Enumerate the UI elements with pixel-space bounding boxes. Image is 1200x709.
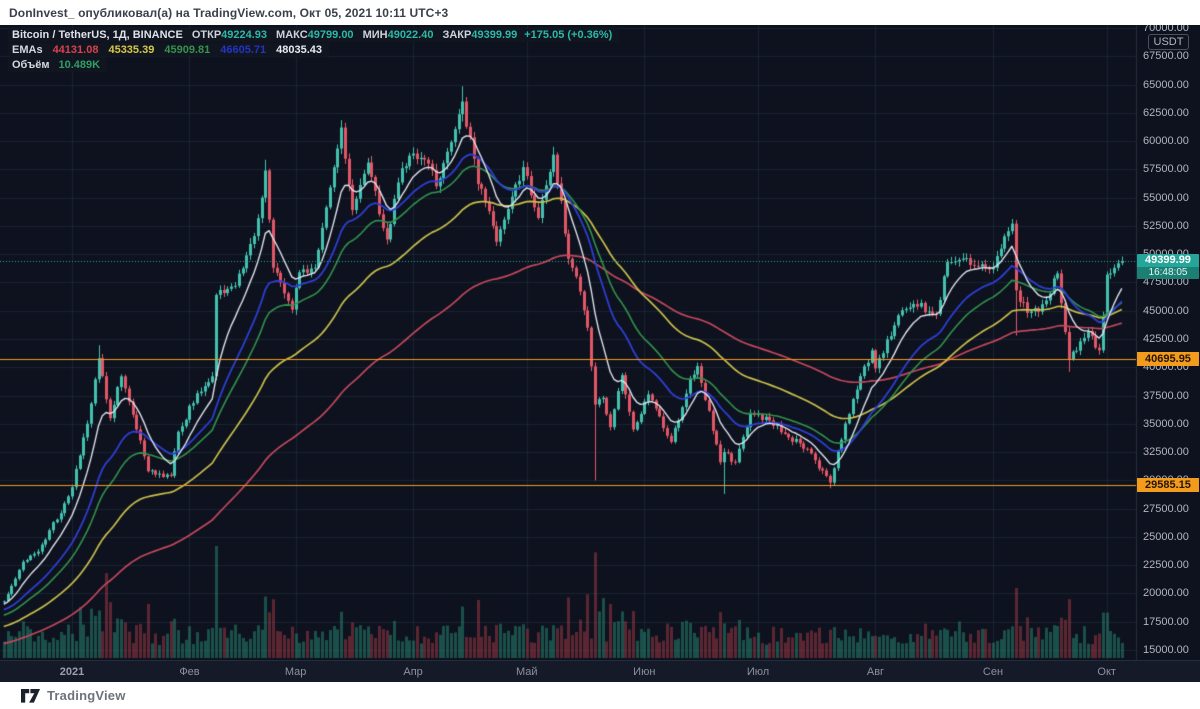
emas-label: EMAs: [12, 44, 43, 56]
price-tick-label: 22500.00: [1143, 559, 1189, 572]
publication-info-text: DonInvest_ опубликовал(а) на TradingView…: [9, 5, 449, 20]
price-tick-label: 27500.00: [1143, 502, 1189, 515]
price-change: +175.05 (+0.36%): [524, 29, 613, 41]
time-tick-label: Окт: [1097, 666, 1116, 678]
ohlc-value: 49022.40: [387, 29, 434, 41]
price-tick-label: 15000.00: [1143, 644, 1189, 656]
emas-legend-row: EMAs 44131.08 45335.39 45909.81 46605.71 480…: [8, 43, 330, 57]
ema-value: 45909.81: [164, 44, 211, 56]
time-tick-label: Май: [516, 666, 538, 678]
price-tick-label: 62500.00: [1143, 106, 1189, 119]
tradingview-logo-icon: [21, 688, 40, 703]
ema-values-group: 44131.08 45335.39 45909.81 46605.71 48035.43: [43, 44, 322, 56]
time-tick-label: Сен: [982, 666, 1004, 678]
price-tick-label: 60000.00: [1143, 135, 1189, 148]
price-tick-label: 32500.00: [1143, 446, 1189, 459]
price-tick-label: 55000.00: [1143, 191, 1189, 204]
time-tick-label: Апр: [403, 666, 423, 678]
price-tick-label: 67500.00: [1143, 50, 1189, 63]
ohlc-label: ОТКР: [191, 29, 222, 41]
price-tick-label: 45000.00: [1143, 304, 1189, 317]
time-scale[interactable]: 2021 Фев Мар Апр Май Июн Июл Авг Сен Окт: [0, 660, 1200, 682]
price-tick-label: 70000.00: [1143, 25, 1189, 34]
time-tick-label: Июн: [633, 666, 656, 678]
volume-value: 10.489K: [58, 59, 101, 71]
publication-header: DonInvest_ опубликовал(а) на TradingView…: [0, 0, 1200, 25]
price-chart-canvas[interactable]: [0, 25, 1200, 682]
tradingview-logo-link[interactable]: TradingView: [21, 688, 126, 703]
price-tick-label: 35000.00: [1143, 417, 1189, 430]
price-tick-label: 47500.00: [1143, 276, 1189, 289]
price-tick-label: 37500.00: [1143, 389, 1189, 402]
publication-footer: TradingView: [0, 682, 1200, 709]
ohlc-value: 49399.99: [471, 29, 518, 41]
chart-legend: Bitcoin / TetherUS, 1Д, BINANCE ОТКР4922…: [8, 28, 620, 73]
currency-unit-badge: USDT: [1147, 34, 1190, 50]
ema-value: 46605.71: [220, 44, 267, 56]
time-tick-label: Авг: [866, 666, 885, 678]
volume-label: Объём: [12, 59, 50, 71]
price-tick-label: 42500.00: [1143, 333, 1189, 345]
time-tick-label: Фев: [179, 666, 200, 678]
time-tick-label: Июл: [746, 666, 770, 678]
price-tick-label: 57500.00: [1143, 163, 1189, 176]
ema-value: 44131.08: [52, 44, 99, 56]
chart-area: Bitcoin / TetherUS, 1Д, BINANCE ОТКР4922…: [0, 25, 1200, 682]
last-price-badge: 49399.99 16:48:05: [1137, 254, 1199, 280]
symbol-title[interactable]: Bitcoin / TetherUS, 1Д, BINANCE: [12, 29, 183, 41]
ohlc-label: МАКС: [276, 29, 308, 41]
time-tick-label: 2021: [59, 666, 85, 678]
time-tick-label: Мар: [284, 666, 307, 678]
price-tick-label: 25000.00: [1143, 530, 1189, 543]
price-tick-label: 52500.00: [1143, 219, 1189, 232]
ohlc-values-group: ОТКР49224.93 МАКС49799.00 МИН49022.40 ЗАКР4…: [183, 29, 517, 41]
price-tick-label: 20000.00: [1143, 587, 1189, 600]
price-scale[interactable]: USDT 70000.00 67500.00 65000.00 62500.00 600…: [1137, 25, 1200, 682]
price-tick-label: 65000.00: [1143, 78, 1189, 91]
ohlc-label: МИН: [362, 29, 388, 41]
level-price-badge: 40695.95: [1137, 352, 1199, 367]
volume-legend-row: Объём 10.489K: [8, 58, 108, 72]
ohlc-value: 49799.00: [307, 29, 354, 41]
ohlc-label: ЗАКР: [442, 29, 472, 41]
price-tick-label: 17500.00: [1143, 615, 1189, 628]
ohlc-value: 49224.93: [221, 29, 268, 41]
last-price-value: 49399.99: [1145, 254, 1191, 267]
bar-close-countdown: 16:48:05: [1137, 267, 1199, 280]
level-price-badge: 29585.15: [1137, 478, 1199, 493]
symbol-legend-row: Bitcoin / TetherUS, 1Д, BINANCE ОТКР4922…: [8, 28, 620, 42]
ema-value: 45335.39: [108, 44, 155, 56]
tradingview-brand-text: TradingView: [47, 688, 126, 703]
ema-value: 48035.43: [276, 44, 323, 56]
